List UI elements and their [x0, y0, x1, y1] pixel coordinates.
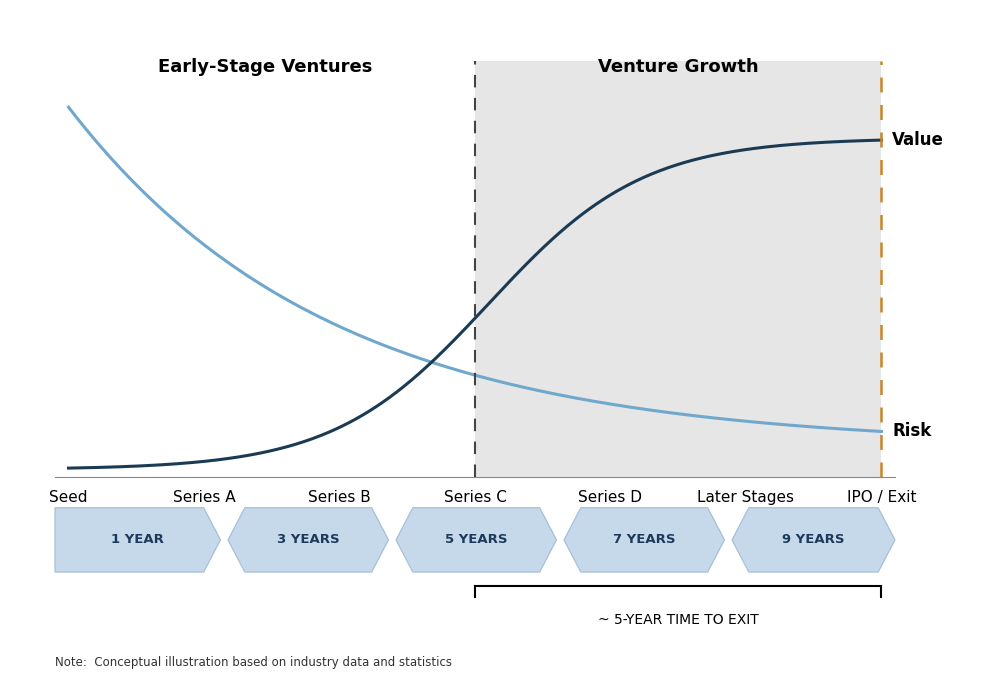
Text: Venture Growth: Venture Growth [598, 58, 759, 77]
Text: 7 YEARS: 7 YEARS [613, 533, 676, 546]
Text: 9 YEARS: 9 YEARS [782, 533, 845, 546]
Text: 3 YEARS: 3 YEARS [277, 533, 340, 546]
Text: Early-Stage Ventures: Early-Stage Ventures [158, 58, 372, 77]
Text: 1 YEAR: 1 YEAR [111, 533, 164, 546]
Text: Note:  Conceptual illustration based on industry data and statistics: Note: Conceptual illustration based on i… [55, 656, 452, 669]
Text: Value: Value [892, 131, 944, 149]
Text: ~ 5-YEAR TIME TO EXIT: ~ 5-YEAR TIME TO EXIT [598, 613, 759, 627]
Text: Risk: Risk [892, 422, 932, 441]
Bar [475, 61, 881, 477]
Text: 5 YEARS: 5 YEARS [445, 533, 508, 546]
